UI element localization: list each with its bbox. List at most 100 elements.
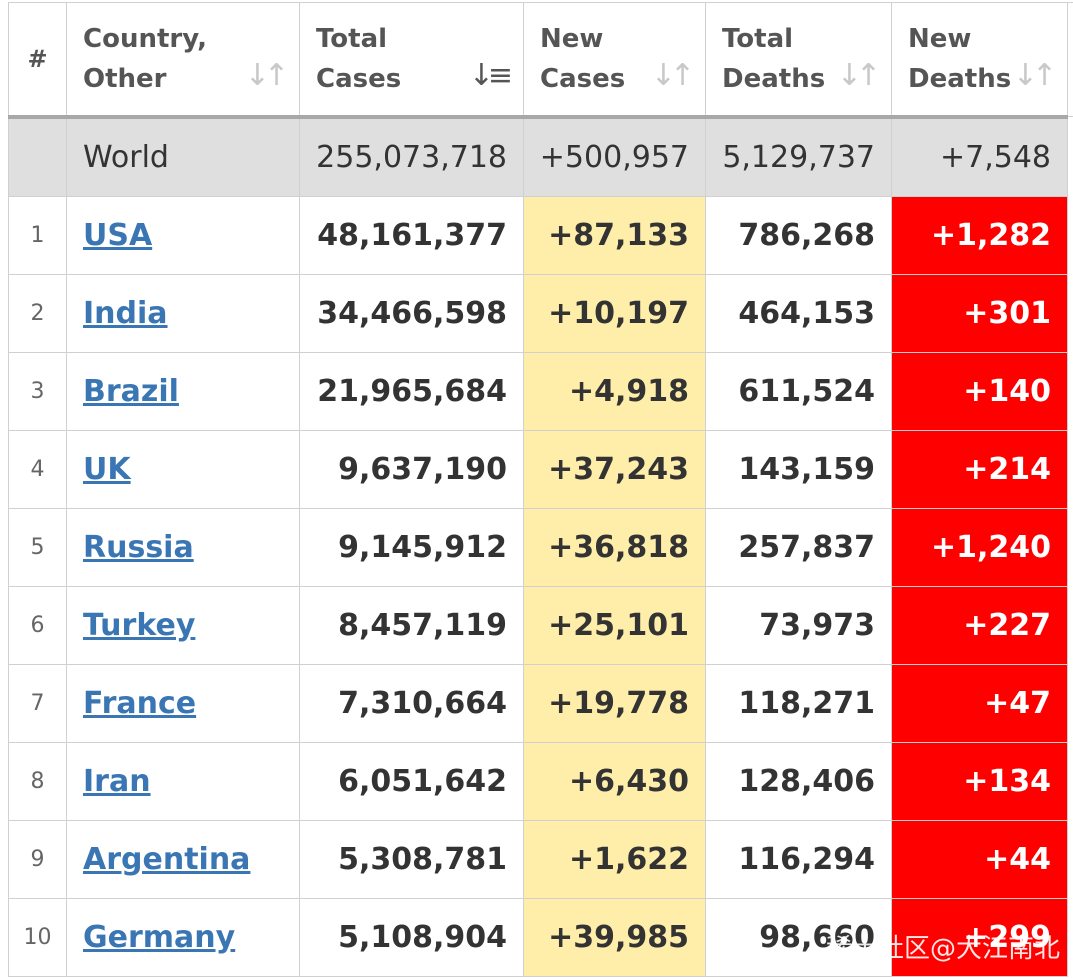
country-link-cell[interactable]: Germany bbox=[66, 898, 300, 977]
total-deaths-cell: 116,294 bbox=[705, 820, 892, 899]
covid-table: # Country, Other ↓↑ Total Cases ↓≡ New C… bbox=[8, 2, 1073, 977]
new-deaths-cell: +214 bbox=[891, 430, 1068, 509]
new-deaths-cell: +140 bbox=[891, 352, 1068, 431]
row-edge bbox=[1067, 196, 1073, 275]
country-link-cell[interactable]: France bbox=[66, 664, 300, 743]
table-row: 4 UK 9,637,190 +37,243 143,159 +214 bbox=[8, 430, 1073, 509]
header-rank[interactable]: # bbox=[8, 2, 67, 117]
new-cases-cell: +1,622 bbox=[523, 820, 706, 899]
header-total-deaths-label-1: Total bbox=[722, 23, 794, 54]
table-row: 2 India 34,466,598 +10,197 464,153 +301 bbox=[8, 274, 1073, 353]
sort-icon[interactable]: ↓↑ bbox=[244, 58, 289, 93]
new-cases-cell: +25,101 bbox=[523, 586, 706, 665]
new-deaths-cell: +44 bbox=[891, 820, 1068, 899]
new-cases-cell: +36,818 bbox=[523, 508, 706, 587]
watermark: 稀土社区@大江南北 bbox=[826, 934, 1061, 964]
total-cases-cell: 6,051,642 bbox=[299, 742, 524, 821]
table-row: 1 USA 48,161,377 +87,133 786,268 +1,282 bbox=[8, 196, 1073, 275]
new-deaths-cell: +47 bbox=[891, 664, 1068, 743]
table-row: 3 Brazil 21,965,684 +4,918 611,524 +140 bbox=[8, 352, 1073, 431]
header-new-cases-label-2: Cases bbox=[540, 63, 626, 94]
table-body: World 255,073,718 +500,957 5,129,737 +7,… bbox=[8, 114, 1073, 197]
sort-icon[interactable]: ↓↑ bbox=[1012, 58, 1057, 93]
row-rank-cell: 5 bbox=[8, 508, 67, 587]
header-total-cases-label-2: Cases bbox=[316, 63, 402, 94]
row-rank-cell: 8 bbox=[8, 742, 67, 821]
new-cases-cell: +4,918 bbox=[523, 352, 706, 431]
header-new-cases[interactable]: New Cases ↓↑ bbox=[523, 2, 706, 117]
country-link[interactable]: Turkey bbox=[83, 608, 196, 643]
sort-desc-icon[interactable]: ↓≡ bbox=[468, 58, 513, 93]
total-deaths-cell: 464,153 bbox=[705, 274, 892, 353]
table-row: 6 Turkey 8,457,119 +25,101 73,973 +227 bbox=[8, 586, 1073, 665]
new-cases-cell: +87,133 bbox=[523, 196, 706, 275]
country-link-cell[interactable]: Russia bbox=[66, 508, 300, 587]
total-cases-cell: 7,310,664 bbox=[299, 664, 524, 743]
world-total-deaths: 5,129,737 bbox=[705, 114, 892, 197]
total-deaths-cell: 128,406 bbox=[705, 742, 892, 821]
row-edge bbox=[1067, 274, 1073, 353]
header-total-cases-label-1: Total bbox=[316, 23, 388, 54]
country-link[interactable]: Germany bbox=[83, 920, 236, 955]
row-edge bbox=[1067, 820, 1073, 899]
world-new-cases: +500,957 bbox=[523, 114, 706, 197]
total-cases-cell: 9,637,190 bbox=[299, 430, 524, 509]
header-new-deaths-label-2: Deaths bbox=[908, 63, 1012, 94]
new-deaths-cell: +299 bbox=[891, 898, 1068, 977]
header-rank-label: # bbox=[27, 44, 48, 73]
country-link[interactable]: USA bbox=[83, 218, 153, 253]
sort-icon[interactable]: ↓↑ bbox=[836, 58, 881, 93]
sort-icon[interactable]: ↓↑ bbox=[650, 58, 695, 93]
new-deaths-cell: +134 bbox=[891, 742, 1068, 821]
header-new-deaths-label-1: New bbox=[908, 23, 972, 54]
row-edge bbox=[1067, 586, 1073, 665]
new-cases-cell: +37,243 bbox=[523, 430, 706, 509]
new-cases-cell: +39,985 bbox=[523, 898, 706, 977]
total-cases-cell: 21,965,684 bbox=[299, 352, 524, 431]
country-link-cell[interactable]: Brazil bbox=[66, 352, 300, 431]
country-link-cell[interactable]: India bbox=[66, 274, 300, 353]
total-deaths-cell: 73,973 bbox=[705, 586, 892, 665]
country-link-cell[interactable]: Iran bbox=[66, 742, 300, 821]
new-cases-cell: +19,778 bbox=[523, 664, 706, 743]
country-link[interactable]: India bbox=[83, 296, 168, 331]
header-total-cases[interactable]: Total Cases ↓≡ bbox=[299, 2, 524, 117]
new-deaths-cell: +1,282 bbox=[891, 196, 1068, 275]
country-link[interactable]: France bbox=[83, 686, 197, 721]
row-rank-cell: 2 bbox=[8, 274, 67, 353]
total-cases-cell: 5,108,904 bbox=[299, 898, 524, 977]
total-deaths-cell: 118,271 bbox=[705, 664, 892, 743]
row-edge bbox=[1067, 898, 1073, 977]
country-link[interactable]: Russia bbox=[83, 530, 194, 565]
country-link[interactable]: Brazil bbox=[83, 374, 179, 409]
row-rank-cell: 6 bbox=[8, 586, 67, 665]
world-new-deaths: +7,548 bbox=[891, 114, 1068, 197]
header-total-deaths[interactable]: Total Deaths ↓↑ bbox=[705, 2, 892, 117]
table-row: 7 France 7,310,664 +19,778 118,271 +47 bbox=[8, 664, 1073, 743]
table-row: 5 Russia 9,145,912 +36,818 257,837 +1,240 bbox=[8, 508, 1073, 587]
country-link-cell[interactable]: Turkey bbox=[66, 586, 300, 665]
world-name: World bbox=[66, 114, 300, 197]
header-new-cases-label-1: New bbox=[540, 23, 604, 54]
row-rank-cell: 1 bbox=[8, 196, 67, 275]
new-cases-cell: +6,430 bbox=[523, 742, 706, 821]
total-deaths-cell: 257,837 bbox=[705, 508, 892, 587]
total-cases-cell: 34,466,598 bbox=[299, 274, 524, 353]
world-total-cases: 255,073,718 bbox=[299, 114, 524, 197]
country-link-cell[interactable]: USA bbox=[66, 196, 300, 275]
header-new-deaths[interactable]: New Deaths ↓↑ bbox=[891, 2, 1068, 117]
header-country[interactable]: Country, Other ↓↑ bbox=[66, 2, 300, 117]
country-link[interactable]: Argentina bbox=[83, 842, 251, 877]
header-country-label-1: Country, bbox=[83, 23, 208, 54]
country-link[interactable]: Iran bbox=[83, 764, 151, 799]
row-rank-cell: 3 bbox=[8, 352, 67, 431]
country-link[interactable]: UK bbox=[83, 452, 131, 487]
new-deaths-cell: +301 bbox=[891, 274, 1068, 353]
row-edge bbox=[1067, 508, 1073, 587]
row-rank-cell: 9 bbox=[8, 820, 67, 899]
country-link-cell[interactable]: Argentina bbox=[66, 820, 300, 899]
new-deaths-cell: +1,240 bbox=[891, 508, 1068, 587]
row-rank-cell: 7 bbox=[8, 664, 67, 743]
header-country-label-2: Other bbox=[83, 63, 167, 94]
country-link-cell[interactable]: UK bbox=[66, 430, 300, 509]
